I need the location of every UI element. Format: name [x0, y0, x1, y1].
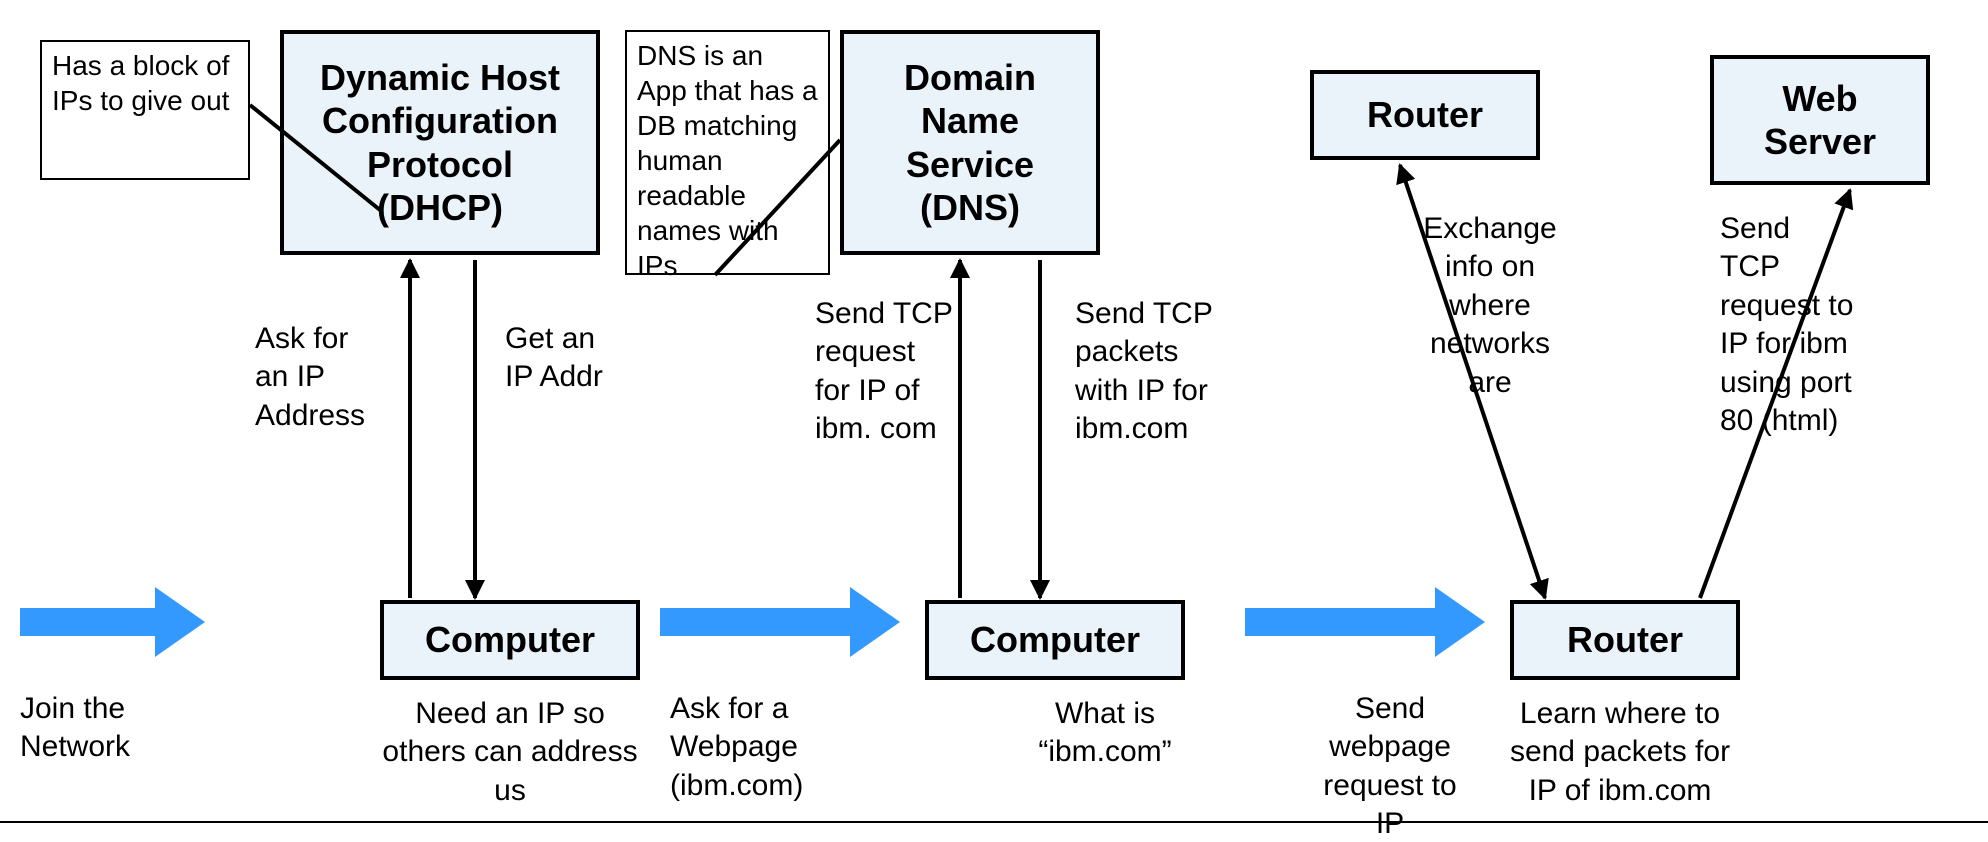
note-ips-text: Has a block of IPs to give out: [52, 50, 229, 116]
node-dns-text: Domain Name Service (DNS): [904, 56, 1036, 229]
node-web-server-text: Web Server: [1764, 77, 1876, 163]
node-dhcp: Dynamic Host Configuration Protocol (DHC…: [280, 30, 600, 255]
label-send-tcp-request: Send TCP request for IP of ibm. com: [815, 295, 953, 449]
node-computer-2-text: Computer: [970, 618, 1140, 661]
label-ask-webpage: Ask for a Webpage (ibm.com): [670, 690, 803, 805]
note-dnsdb: DNS is an App that has a DB matching hum…: [625, 30, 830, 275]
node-computer-1-text: Computer: [425, 618, 595, 661]
note-dnsdb-text: DNS is an App that has a DB matching hum…: [637, 40, 818, 281]
node-web-server: Web Server: [1710, 55, 1930, 185]
node-router-bottom: Router: [1510, 600, 1740, 680]
node-router-bottom-text: Router: [1567, 618, 1683, 661]
node-computer-2: Computer: [925, 600, 1185, 680]
label-ask-ip: Ask for an IP Address: [255, 320, 365, 435]
node-router-top: Router: [1310, 70, 1540, 160]
label-send-tcp-packets: Send TCP packets with IP for ibm.com: [1075, 295, 1213, 449]
label-send-port-80: Send TCP request to IP for ibm using por…: [1720, 210, 1853, 440]
label-join-network: Join the Network: [20, 690, 130, 767]
node-computer-1: Computer: [380, 600, 640, 680]
node-dhcp-text: Dynamic Host Configuration Protocol (DHC…: [320, 56, 560, 229]
label-learn-where: Learn where to send packets for IP of ib…: [1380, 695, 1860, 810]
label-what-is: What is “ibm.com”: [975, 695, 1235, 772]
note-ips: Has a block of IPs to give out: [40, 40, 250, 180]
label-exchange-info: Exchange info on where networks are: [1400, 210, 1580, 402]
node-router-top-text: Router: [1367, 93, 1483, 136]
node-dns: Domain Name Service (DNS): [840, 30, 1100, 255]
label-get-ip: Get an IP Addr: [505, 320, 603, 397]
